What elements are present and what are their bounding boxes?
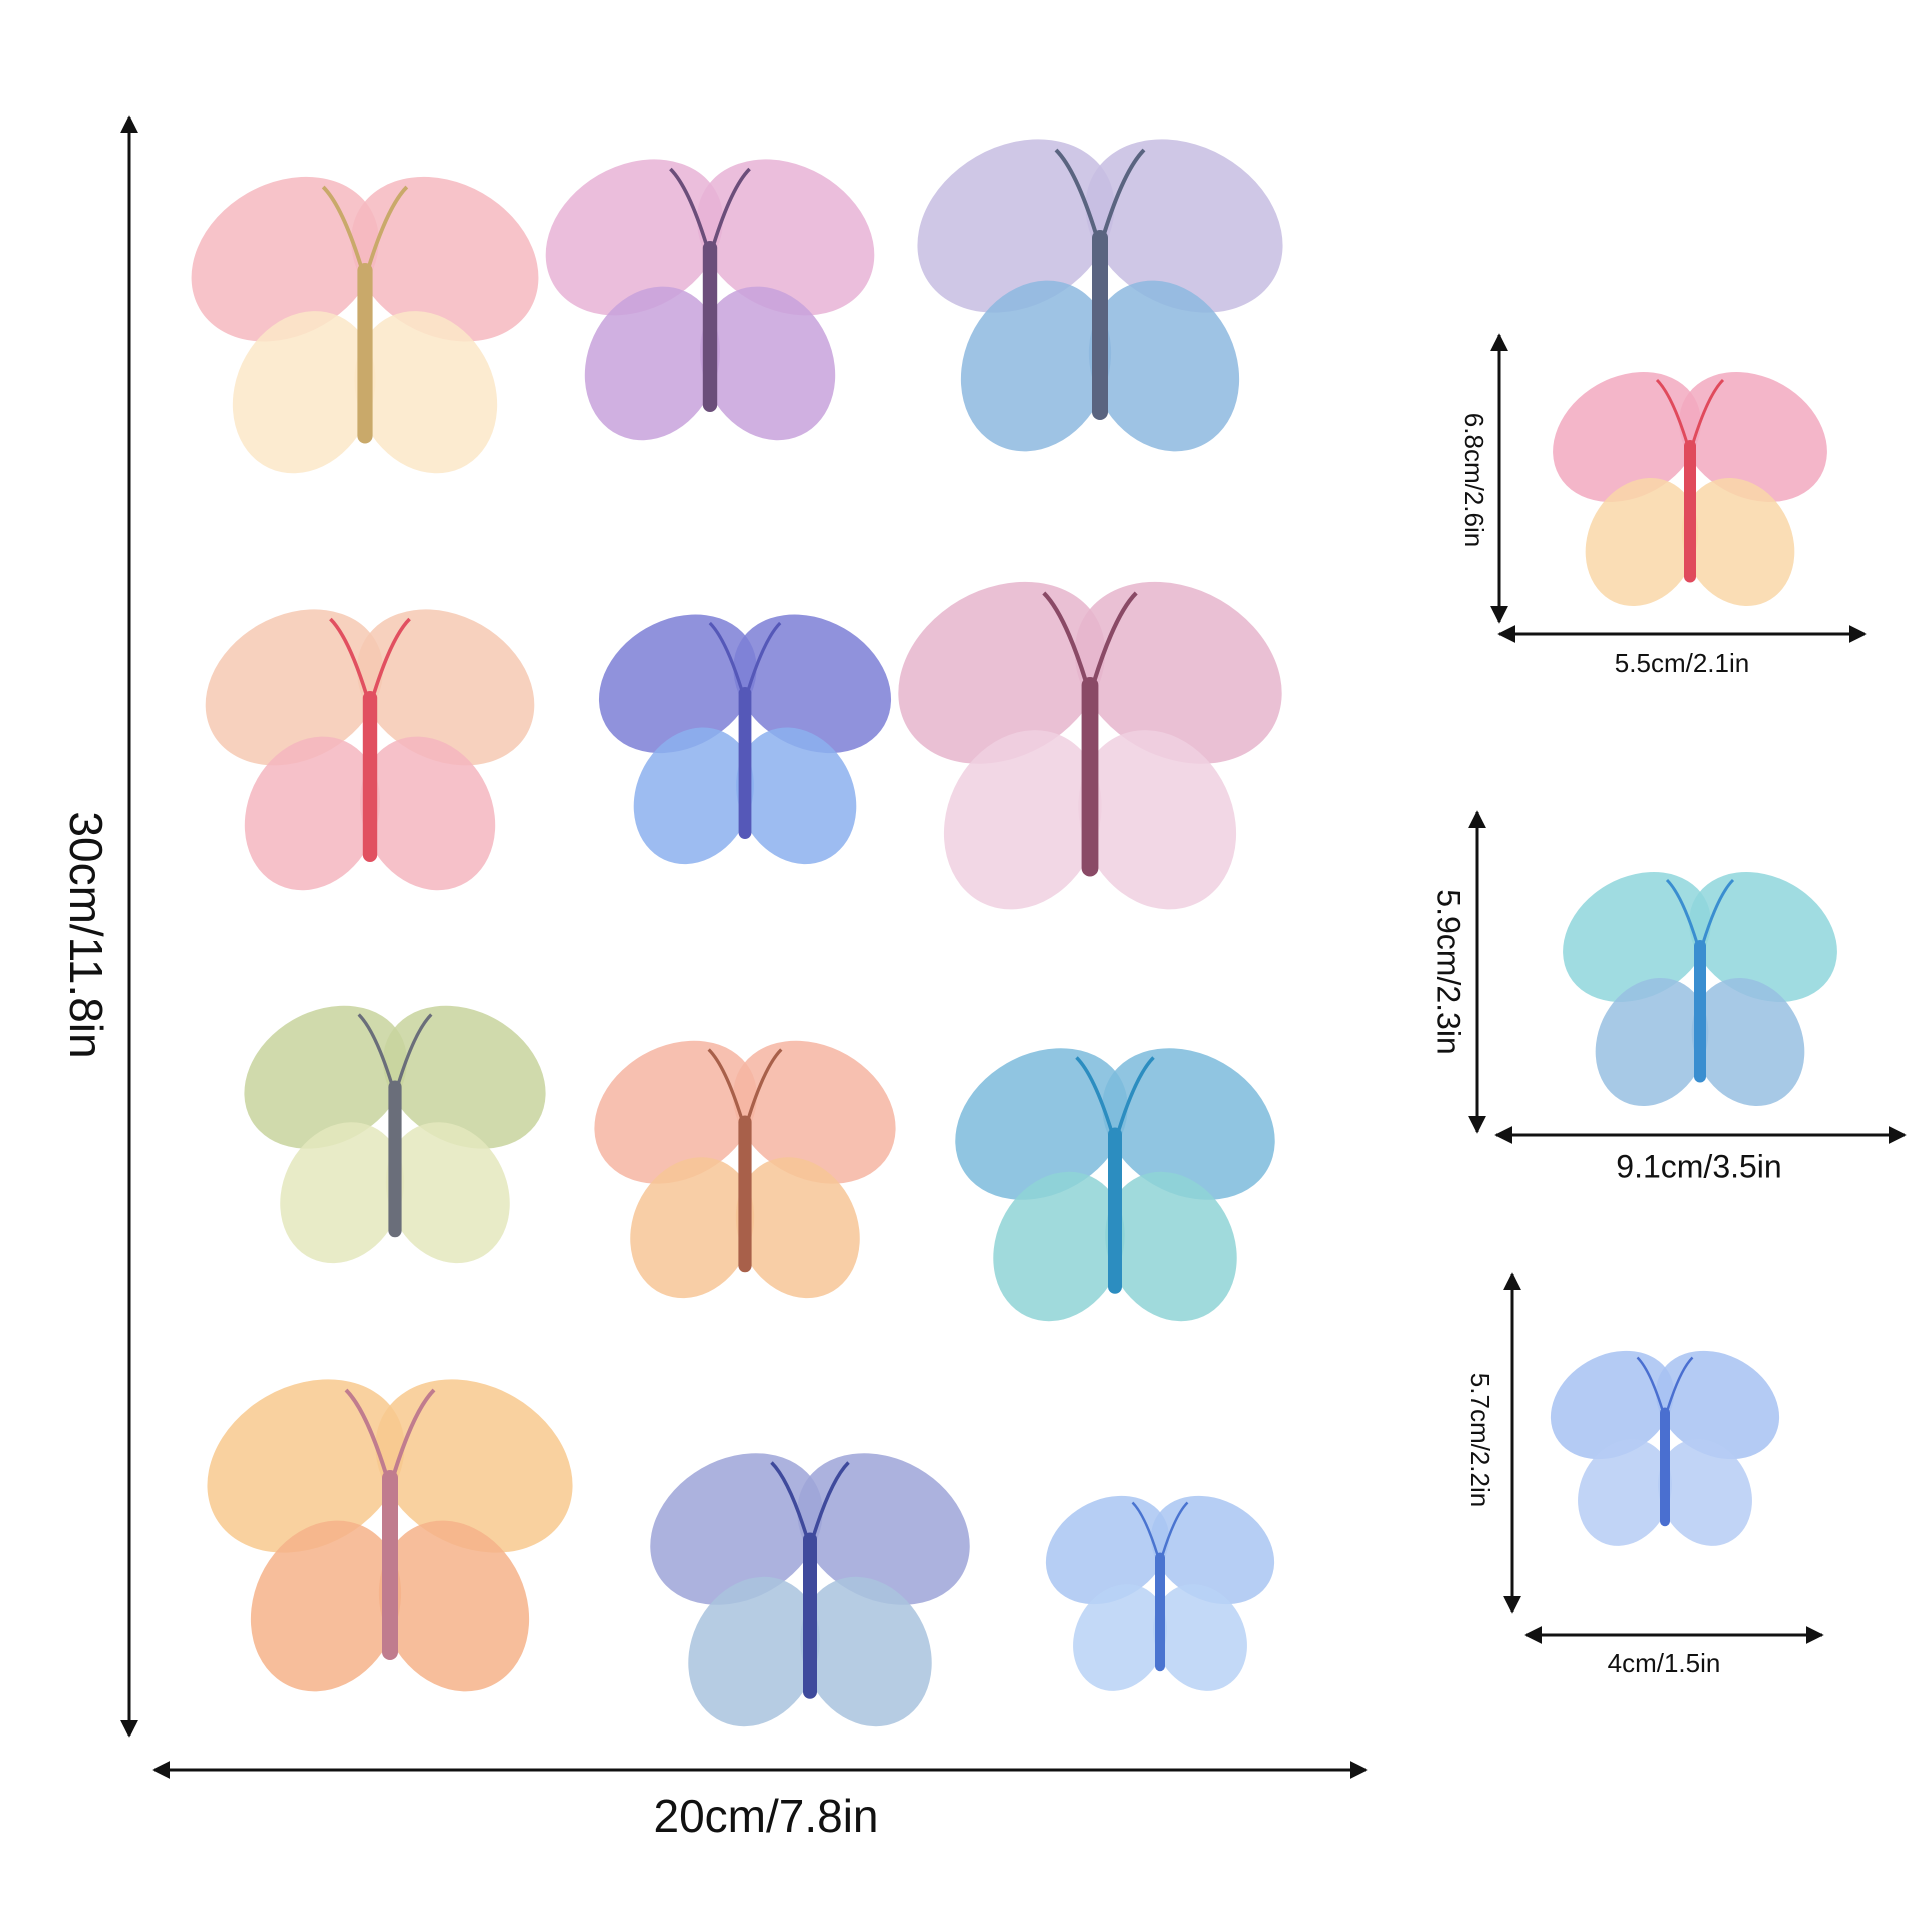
butterfly [580,1012,910,1319]
butterfly [190,1344,590,1717]
butterfly [1529,346,1851,625]
dimension-label: 5.9cm/2.3in [1431,889,1467,1054]
butterfly [622,1422,998,1748]
butterfly [1035,1474,1285,1707]
butterfly [1540,1329,1790,1562]
dimension-label: 5.5cm/2.1in [1615,648,1749,678]
dimension-label: 9.1cm/3.5in [1616,1148,1781,1184]
butterfly [218,977,572,1284]
butterflies [175,104,1861,1748]
butterfly [175,143,555,497]
dimension-label: 4cm/1.5in [1608,1648,1721,1678]
dimension-label: 6.8cm/2.6in [1459,413,1489,547]
butterfly [530,128,890,463]
dimensions: 30cm/11.8in 20cm/7.8in 6.8cm/2.6in 5.5cm… [60,115,1907,1842]
butterfly [190,578,550,913]
butterfly [900,104,1300,477]
butterfly [880,545,1300,936]
butterfly [585,586,905,884]
dimension-label: 5.7cm/2.2in [1465,1373,1495,1507]
dimension-label: 30cm/11.8in [60,811,112,1058]
butterfly [940,1017,1290,1343]
butterfly [1539,846,1861,1125]
dimension-label: 20cm/7.8in [653,1790,878,1842]
